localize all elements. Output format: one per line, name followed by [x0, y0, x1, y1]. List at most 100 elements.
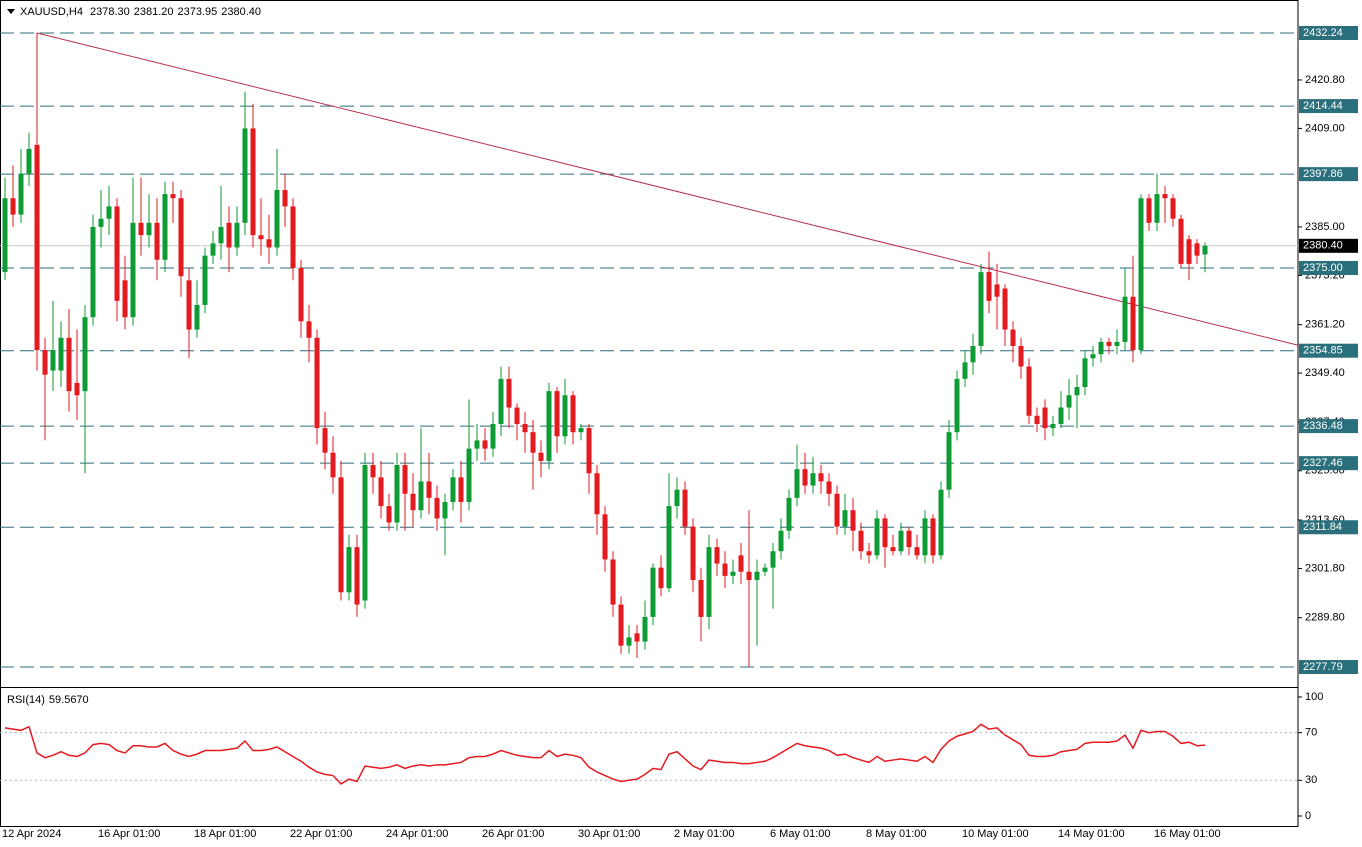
candle-body — [954, 378, 960, 433]
candle-body — [890, 547, 896, 552]
x-tick-label: 8 May 01:00 — [866, 828, 927, 840]
candle-body — [290, 206, 296, 268]
candle-body — [66, 337, 72, 392]
candle-body — [1130, 296, 1136, 351]
level-label: 2277.79 — [1303, 661, 1343, 673]
candle-body — [242, 128, 248, 223]
level-label-box — [1299, 520, 1358, 535]
chart-header: XAUUSD,H4 2378.30 2381.20 2373.95 2380.40 — [20, 6, 261, 18]
level-label: 2432.24 — [1303, 27, 1343, 39]
candle-body — [746, 571, 752, 580]
candle-body — [578, 428, 584, 433]
candle-body — [922, 518, 928, 556]
candle-body — [194, 304, 200, 330]
candle-body — [106, 206, 112, 219]
candle-body — [202, 255, 208, 305]
level-label: 2354.85 — [1303, 345, 1343, 357]
candle-body — [570, 395, 576, 433]
candle-body — [1114, 341, 1120, 346]
candle-body — [554, 391, 560, 437]
level-label-box — [1299, 26, 1358, 41]
rsi-line — [4, 723, 1206, 785]
candle-body — [690, 526, 696, 580]
open-label: 2378.30 — [90, 6, 130, 18]
y-tick-label: 2409.00 — [1305, 122, 1345, 134]
candle-body — [898, 530, 904, 552]
candle-body — [58, 337, 64, 371]
candle-body — [626, 637, 632, 646]
candle-body — [346, 547, 352, 593]
candle-body — [930, 518, 936, 556]
level-label: 2311.84 — [1303, 521, 1342, 533]
candle-body — [874, 518, 880, 556]
y-tick-label: 2361.20 — [1305, 319, 1345, 331]
candle-body — [34, 144, 40, 351]
candle-body — [770, 551, 776, 568]
level-label-box — [1299, 660, 1358, 675]
candle-body — [1002, 288, 1008, 330]
candle-body — [642, 616, 648, 642]
candle-body — [178, 198, 184, 277]
candle-body — [370, 465, 376, 478]
candle-body — [154, 222, 160, 260]
candle-body — [1162, 194, 1168, 199]
candle-body — [866, 551, 872, 556]
candle-body — [754, 571, 760, 580]
symbol-menu-icon[interactable] — [7, 9, 15, 14]
candle-body — [442, 501, 448, 519]
level-label-box — [1299, 343, 1358, 358]
candle-body — [458, 477, 464, 502]
candle-body — [18, 173, 24, 215]
candle-body — [146, 222, 152, 236]
candle-body — [258, 235, 264, 240]
candle-body — [858, 530, 864, 552]
candle-body — [906, 530, 912, 548]
candle-body — [1034, 415, 1040, 424]
x-tick-label: 6 May 01:00 — [770, 828, 831, 840]
candle-body — [362, 465, 368, 601]
candle-body — [1138, 198, 1144, 351]
y-tick-label: 2289.80 — [1305, 612, 1345, 624]
candle-body — [1026, 366, 1032, 416]
candle-body — [1178, 218, 1184, 264]
candle-body — [138, 222, 144, 236]
candle-body — [666, 506, 672, 589]
level-label: 2375.00 — [1303, 262, 1343, 274]
candle-body — [218, 226, 224, 244]
candle-body — [546, 391, 552, 461]
candle-body — [610, 559, 616, 605]
candle-body — [970, 345, 976, 363]
level-label: 2397.86 — [1303, 168, 1343, 180]
candle-body — [418, 481, 424, 511]
candle-body — [938, 489, 944, 556]
candle-body — [826, 481, 832, 494]
candle-body — [962, 362, 968, 379]
rsi-title: RSI(14) — [7, 694, 45, 706]
candle-body — [842, 510, 848, 527]
candle-body — [978, 272, 984, 346]
candle-body — [850, 510, 856, 531]
candle-body — [1018, 345, 1024, 367]
candle-body — [50, 350, 56, 371]
candle-body — [130, 222, 136, 318]
candle-body — [1058, 407, 1064, 424]
candle-body — [250, 128, 256, 236]
candle-body — [1194, 243, 1200, 256]
candle-body — [402, 465, 408, 494]
candle-body — [1170, 198, 1176, 219]
symbol: XAUUSD,H4 — [20, 6, 83, 18]
level-label-box — [1299, 456, 1358, 471]
level-label-box — [1299, 419, 1358, 434]
candle-body — [562, 395, 568, 437]
y-tick-label: 2301.80 — [1305, 562, 1345, 574]
candle-body — [914, 547, 920, 556]
y-tick-label: 100 — [1305, 691, 1323, 703]
y-tick-label: 2420.80 — [1305, 74, 1345, 86]
candle-body — [506, 378, 512, 408]
candle-body — [762, 567, 768, 572]
candle-body — [1074, 387, 1080, 396]
candle-body — [210, 243, 216, 256]
candle-body — [186, 280, 192, 330]
low-label: 2373.95 — [178, 6, 218, 18]
